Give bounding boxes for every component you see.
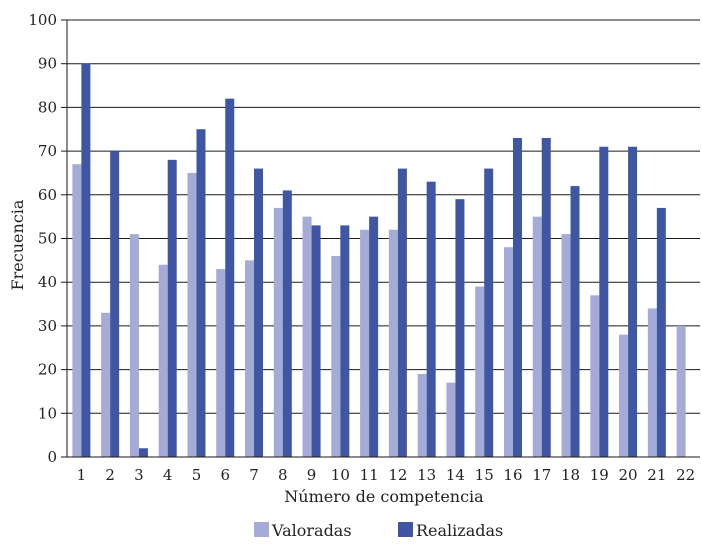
y-tick-labels: 0 10 20 30 40 50 60 70 80 90 100 (28, 11, 57, 466)
bar-realizadas-1 (81, 63, 91, 457)
y-tick-label: 50 (38, 230, 57, 248)
x-tick-label: 13 (417, 466, 436, 484)
bar-realizadas-19 (599, 146, 609, 458)
legend-swatch-valoradas (254, 522, 269, 537)
bar-realizadas-18 (570, 186, 580, 457)
x-tick-labels: 1 2 3 4 5 6 7 8 9 10 11 12 13 14 15 16 17 18 19 20 21 22 (77, 466, 696, 484)
bar-realizadas-13 (426, 181, 436, 457)
x-tick-label: 15 (475, 466, 494, 484)
bar-realizadas-9 (311, 225, 321, 457)
bar-valoradas-16 (503, 247, 513, 457)
bar-valoradas-11 (360, 229, 370, 457)
legend: Valoradas Realizadas (254, 521, 503, 540)
x-tick-label: 8 (278, 466, 288, 484)
x-tick-label: 10 (331, 466, 350, 484)
bar-realizadas-17 (541, 137, 551, 458)
bar-valoradas-12 (388, 229, 398, 457)
y-tick-label: 10 (38, 404, 57, 422)
bar-realizadas-12 (397, 168, 407, 457)
y-axis-title: Frecuencia (8, 199, 27, 290)
bar-valoradas-15 (475, 286, 485, 457)
x-tick-label: 1 (77, 466, 87, 484)
bar-realizadas-8 (282, 190, 292, 457)
x-tick-label: 4 (163, 466, 173, 484)
y-tick-label: 90 (38, 55, 57, 73)
x-tick-label: 14 (446, 466, 465, 484)
y-tick-label: 70 (38, 142, 57, 160)
x-tick-label: 6 (220, 466, 230, 484)
bar-realizadas-2 (110, 151, 120, 457)
y-tick-label: 20 (38, 361, 57, 379)
bar-valoradas-7 (245, 260, 255, 457)
bar-valoradas-1 (72, 164, 82, 457)
x-tick-label: 20 (619, 466, 638, 484)
bar-valoradas-22 (676, 325, 686, 457)
y-tick-label: 80 (38, 98, 57, 116)
axes (66, 20, 700, 458)
x-tick-label: 3 (134, 466, 144, 484)
y-tick-label: 60 (38, 186, 57, 204)
bar-realizadas-11 (369, 216, 379, 457)
bar-realizadas-10 (340, 225, 350, 457)
bar-realizadas-3 (138, 448, 148, 457)
bar-realizadas-20 (628, 146, 638, 458)
bar-realizadas-7 (254, 168, 264, 457)
legend-label: Realizadas (416, 521, 503, 540)
x-tick-label: 11 (360, 466, 379, 484)
bar-realizadas-21 (656, 207, 666, 457)
x-tick-label: 16 (503, 466, 522, 484)
x-tick-label: 9 (307, 466, 317, 484)
bar-valoradas-20 (619, 334, 629, 457)
x-tick-label: 5 (192, 466, 202, 484)
bar-valoradas-6 (216, 269, 226, 457)
bar-valoradas-3 (129, 234, 139, 457)
x-tick-label: 2 (105, 466, 115, 484)
bar-valoradas-21 (647, 308, 657, 457)
bar-realizadas-5 (196, 129, 206, 457)
bar-realizadas-6 (225, 98, 235, 457)
bar-realizadas-16 (512, 137, 522, 458)
bar-realizadas-14 (455, 199, 465, 458)
bar-valoradas-8 (273, 207, 283, 457)
y-tick-label: 40 (38, 273, 57, 291)
legend-swatch-realizadas (398, 522, 413, 537)
x-tick-label: 22 (676, 466, 695, 484)
bar-valoradas-17 (532, 216, 542, 457)
x-axis-title: Número de competencia (284, 487, 484, 506)
bar-realizadas-15 (484, 168, 494, 457)
bar-realizadas-4 (167, 159, 177, 457)
bar-valoradas-9 (302, 216, 312, 457)
bar-valoradas-10 (331, 255, 341, 457)
bar-valoradas-18 (561, 234, 571, 457)
legend-label: Valoradas (271, 521, 352, 540)
x-tick-label: 21 (647, 466, 666, 484)
bar-valoradas-5 (187, 172, 197, 457)
x-tick-label: 19 (590, 466, 609, 484)
bar-valoradas-19 (590, 295, 600, 457)
bar-valoradas-13 (417, 373, 427, 457)
x-tick-label: 12 (388, 466, 407, 484)
x-tick-label: 18 (561, 466, 580, 484)
bar-valoradas-4 (158, 264, 168, 457)
x-tick-label: 7 (249, 466, 259, 484)
bar-valoradas-14 (446, 382, 456, 457)
y-tick-label: 0 (47, 448, 57, 466)
bar-valoradas-2 (101, 312, 111, 457)
bars (72, 63, 686, 458)
x-tick-label: 17 (532, 466, 551, 484)
y-tick-label: 30 (38, 317, 57, 335)
y-tick-label: 100 (28, 11, 57, 29)
